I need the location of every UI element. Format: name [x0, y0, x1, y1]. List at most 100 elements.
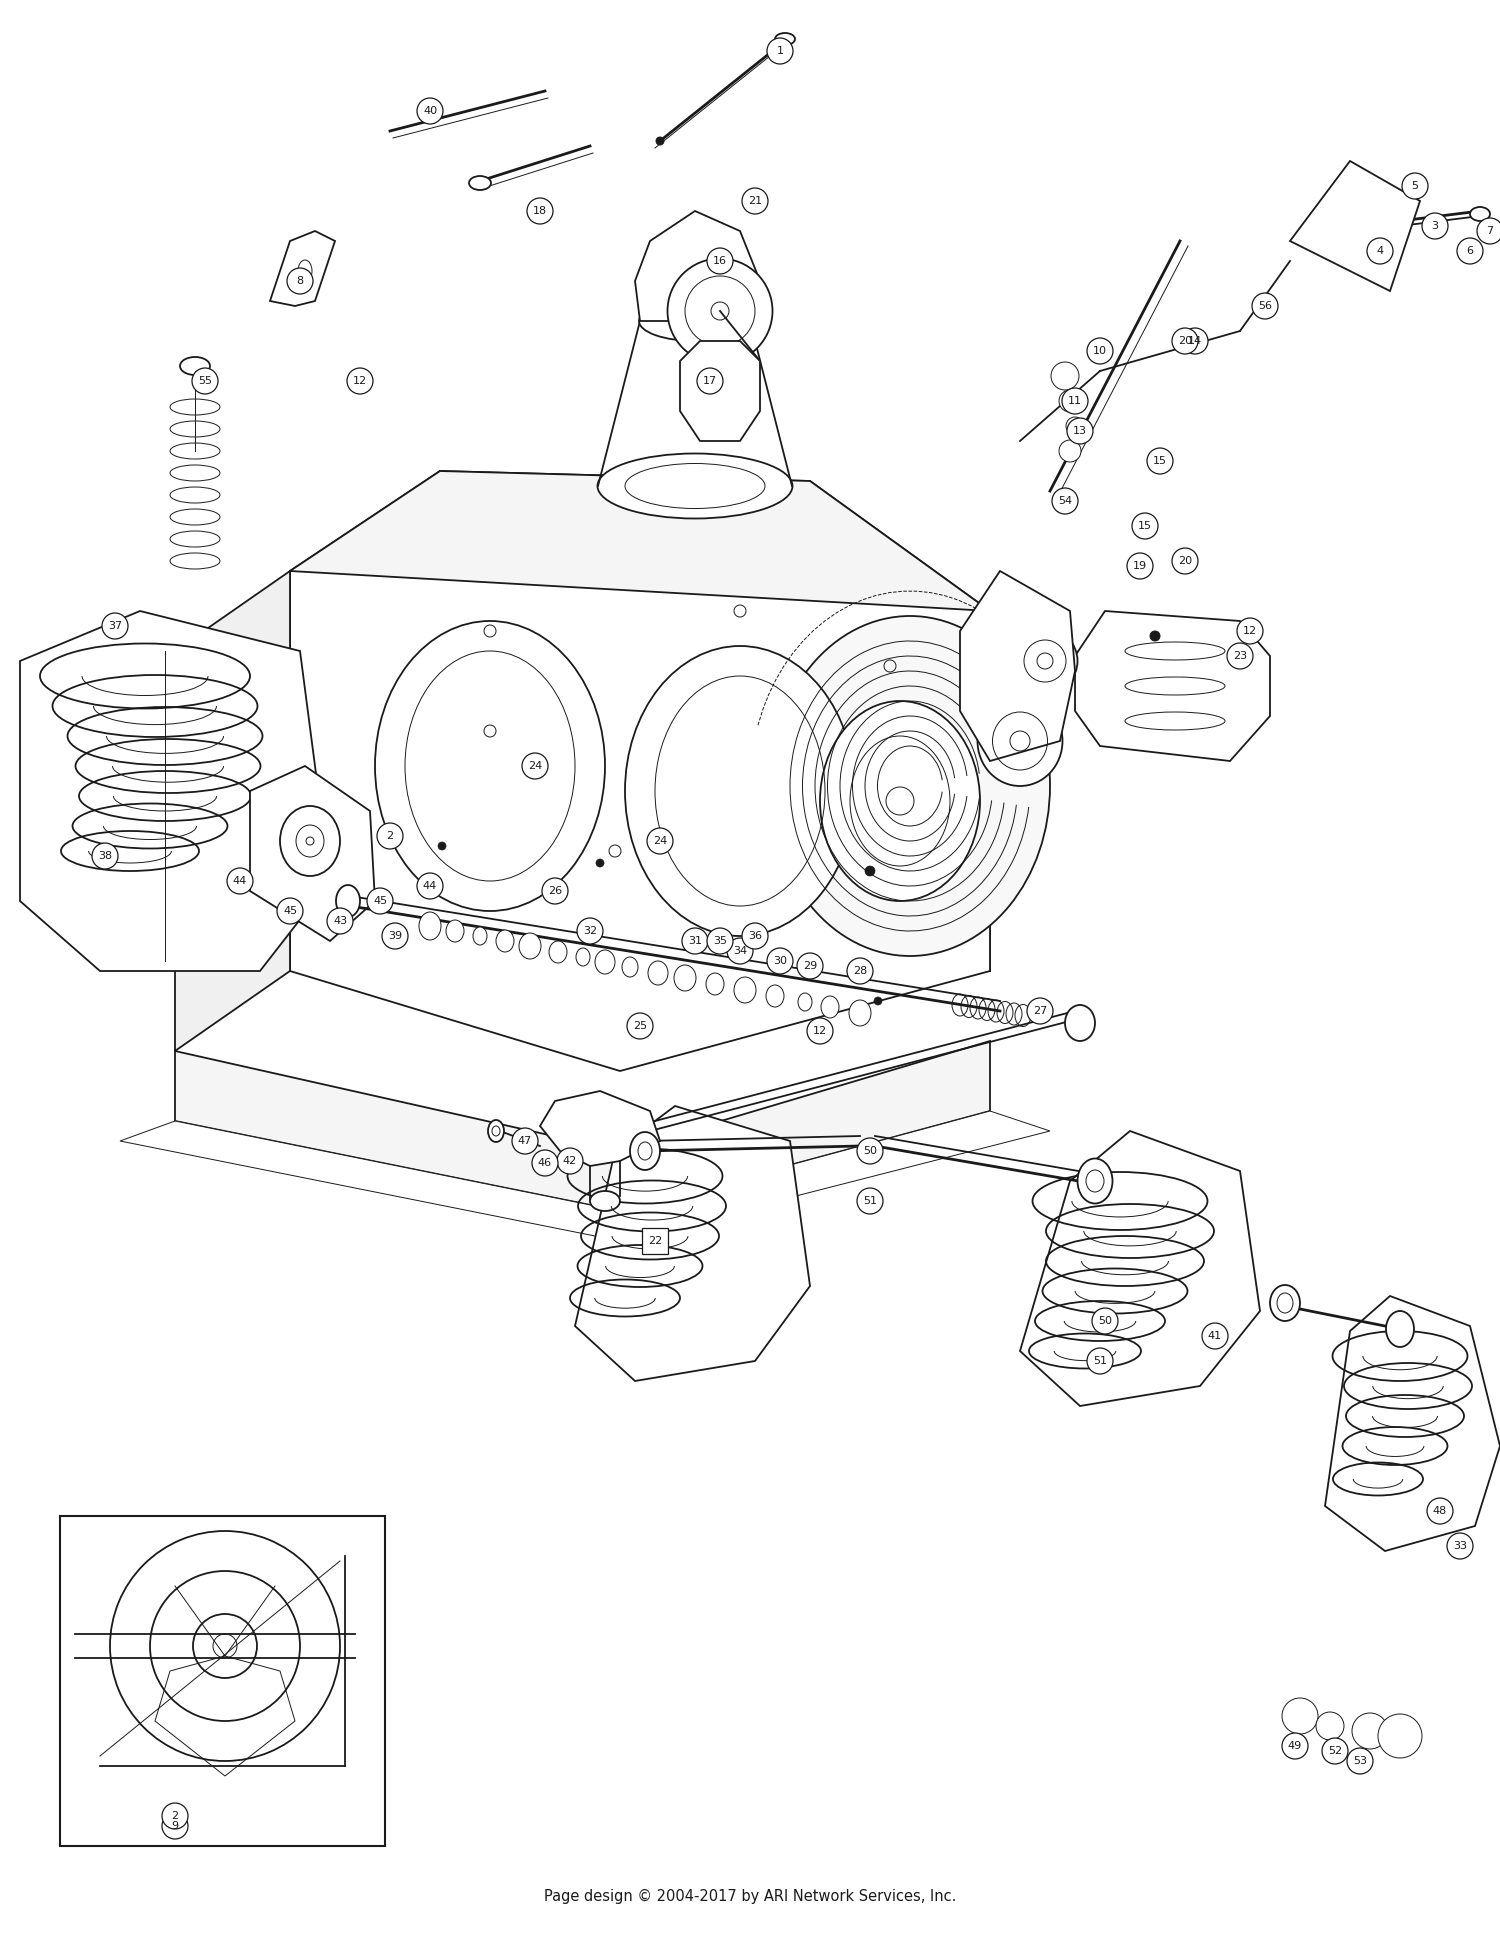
Text: 13: 13 [1072, 425, 1088, 437]
Circle shape [1456, 239, 1484, 264]
Circle shape [1092, 1308, 1118, 1333]
Circle shape [742, 924, 768, 949]
Circle shape [417, 873, 442, 899]
Ellipse shape [798, 994, 812, 1011]
Polygon shape [680, 342, 760, 441]
Ellipse shape [776, 33, 795, 45]
Text: 32: 32 [584, 926, 597, 936]
Text: 22: 22 [648, 1236, 662, 1246]
Text: 9: 9 [171, 1821, 178, 1830]
Circle shape [346, 369, 374, 394]
Ellipse shape [519, 934, 542, 959]
Circle shape [766, 947, 794, 974]
Polygon shape [1324, 1297, 1500, 1551]
Circle shape [327, 908, 352, 934]
Ellipse shape [674, 965, 696, 992]
Text: 14: 14 [1188, 336, 1202, 345]
Ellipse shape [821, 996, 839, 1017]
Text: 44: 44 [423, 881, 436, 891]
Circle shape [742, 188, 768, 214]
Ellipse shape [438, 842, 446, 850]
Text: 27: 27 [1034, 1005, 1047, 1015]
Text: 41: 41 [1208, 1332, 1222, 1341]
Ellipse shape [874, 998, 882, 1005]
Text: 38: 38 [98, 850, 112, 862]
Text: 21: 21 [748, 196, 762, 206]
Ellipse shape [630, 1132, 660, 1170]
Circle shape [1052, 487, 1078, 514]
Ellipse shape [1013, 629, 1077, 693]
Circle shape [522, 753, 548, 778]
Circle shape [286, 268, 314, 293]
Ellipse shape [1320, 181, 1400, 260]
Bar [60, 1516, 386, 1846]
Polygon shape [290, 472, 440, 970]
Ellipse shape [356, 377, 364, 386]
Circle shape [766, 39, 794, 64]
Text: 7: 7 [1486, 225, 1494, 237]
Ellipse shape [597, 454, 792, 518]
Ellipse shape [549, 941, 567, 963]
Ellipse shape [472, 928, 488, 945]
Circle shape [847, 959, 873, 984]
Ellipse shape [849, 1000, 871, 1027]
Circle shape [1238, 617, 1263, 644]
Ellipse shape [734, 976, 756, 1003]
Circle shape [1088, 1347, 1113, 1374]
Circle shape [682, 928, 708, 953]
Circle shape [627, 1013, 652, 1038]
Circle shape [698, 369, 723, 394]
Text: 12: 12 [813, 1027, 826, 1036]
Text: 12: 12 [1244, 627, 1257, 637]
Ellipse shape [626, 646, 855, 936]
Circle shape [1172, 547, 1198, 575]
Circle shape [1148, 448, 1173, 474]
Text: 34: 34 [734, 945, 747, 957]
Ellipse shape [446, 920, 464, 941]
Text: 28: 28 [853, 967, 867, 976]
Ellipse shape [1052, 363, 1078, 390]
Text: 24: 24 [652, 837, 668, 846]
Text: 11: 11 [1068, 396, 1082, 406]
Text: 54: 54 [1058, 497, 1072, 507]
Text: 45: 45 [374, 897, 387, 906]
Ellipse shape [648, 961, 668, 984]
Text: 8: 8 [297, 276, 303, 285]
Text: 50: 50 [1098, 1316, 1112, 1326]
Text: 20: 20 [1178, 336, 1192, 345]
Ellipse shape [1059, 390, 1082, 411]
Text: 2: 2 [387, 831, 393, 840]
Ellipse shape [576, 947, 590, 967]
Circle shape [1172, 328, 1198, 353]
Polygon shape [540, 1091, 660, 1167]
Circle shape [526, 198, 554, 223]
Text: 25: 25 [633, 1021, 646, 1031]
Circle shape [368, 887, 393, 914]
Ellipse shape [622, 957, 638, 976]
Circle shape [728, 938, 753, 965]
Text: 2: 2 [171, 1811, 178, 1821]
Circle shape [162, 1813, 188, 1838]
Circle shape [382, 924, 408, 949]
Circle shape [1028, 998, 1053, 1025]
Ellipse shape [419, 912, 441, 939]
Text: 51: 51 [862, 1196, 877, 1205]
Ellipse shape [660, 840, 670, 850]
Text: 20: 20 [1178, 555, 1192, 567]
Text: 55: 55 [198, 377, 211, 386]
Text: 17: 17 [704, 377, 717, 386]
Text: 49: 49 [1288, 1741, 1302, 1751]
Ellipse shape [1352, 1714, 1388, 1749]
Ellipse shape [1282, 1698, 1318, 1733]
Polygon shape [440, 472, 990, 970]
Ellipse shape [766, 984, 784, 1007]
Circle shape [1426, 1498, 1454, 1524]
Circle shape [1366, 239, 1394, 264]
Text: 30: 30 [772, 957, 788, 967]
Ellipse shape [1386, 1310, 1414, 1347]
Text: 1: 1 [777, 47, 783, 56]
Text: 5: 5 [1412, 181, 1419, 190]
Ellipse shape [1150, 631, 1160, 641]
Circle shape [706, 248, 734, 274]
Ellipse shape [865, 866, 874, 875]
